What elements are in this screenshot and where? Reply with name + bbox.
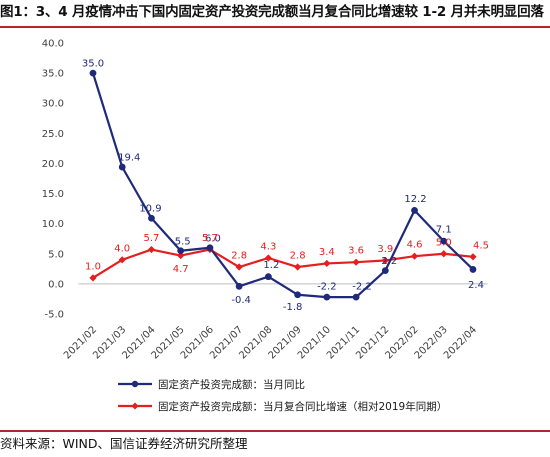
line-chart: -5.00.05.010.015.020.025.030.035.040.020… [42,39,489,414]
data-label-compound: 4.6 [407,240,423,251]
data-point-monthly [323,293,331,301]
y-tick-label: 15.0 [42,189,64,200]
data-label-compound: 3.6 [348,246,364,257]
data-label-monthly: -0.4 [231,295,251,306]
data-label-monthly: 35.0 [82,59,104,70]
data-point-compound [469,253,477,261]
data-point-monthly [352,293,360,301]
data-label-compound: 4.7 [173,264,189,275]
data-label-compound: 5.7 [202,233,218,244]
source-note: 资料来源：WIND、国信证券经济研究所整理 [0,436,248,451]
data-point-monthly [235,282,243,290]
y-tick-label: 25.0 [42,129,64,140]
data-point-monthly [177,247,185,255]
data-label-compound: 5.7 [144,233,160,244]
source-rule [0,430,550,432]
data-label-monthly: 12.2 [404,194,426,205]
data-point-compound [440,250,448,258]
series-lines [91,72,474,299]
data-label-compound: 1.0 [85,261,101,272]
data-labels: 35.0 19.4 10.9 5.5 6.0 -0.4 1.2 -1.8 -2.2 -2.2 2.2… [82,59,489,314]
legend-marker-monthly [131,380,139,388]
y-tick-label: 10.0 [42,219,64,230]
figure-title: 图1：3、4 月疫情冲击下国内固定资产投资完成额当月复合同比增速较 1-2 月并… [0,4,544,20]
data-point-monthly [206,244,214,252]
legend-label-compound: 固定资产投资完成额：当月复合同比增速（相对2019年同期） [158,400,447,413]
data-point-monthly [440,237,448,245]
legend-label-monthly: 固定资产投资完成额：当月同比 [158,378,305,391]
data-label-monthly: -2.2 [317,282,337,293]
data-label-monthly: -2.2 [352,282,372,293]
data-label-monthly: 5.5 [175,236,191,247]
data-label-monthly: 1.2 [263,260,279,271]
data-label-compound: 4.5 [473,240,489,251]
data-label-compound: 3.9 [377,244,393,255]
data-label-compound: 2.8 [231,251,247,262]
data-label-compound: 4.3 [260,241,276,252]
data-point-compound [235,263,243,271]
data-point-compound [381,256,389,265]
legend: 固定资产投资完成额：当月同比固定资产投资完成额：当月复合同比增速（相对2019年… [118,378,447,413]
series-line-monthly [91,72,474,299]
data-point-monthly [381,267,389,275]
series-markers [89,69,477,301]
data-point-compound [118,256,126,264]
data-point-monthly [148,214,155,222]
y-tick-label: 35.0 [42,69,64,80]
data-point-compound [264,254,272,262]
y-tick-label: 5.0 [48,249,64,260]
title-rule [0,26,550,28]
data-point-compound [294,263,302,271]
series-line-compound [92,248,474,279]
data-point-monthly [469,266,477,273]
y-tick-label: 20.0 [42,159,64,170]
y-tick-label: 0.0 [48,279,64,290]
data-point-compound [89,274,97,282]
data-label-compound: 2.8 [290,251,306,262]
data-label-monthly: 2.2 [381,256,397,267]
data-point-compound [323,259,331,268]
data-point-monthly [118,163,126,171]
data-label-monthly: -1.8 [283,302,303,313]
data-point-compound [147,245,156,254]
data-label-monthly: 10.9 [139,204,161,215]
data-label-monthly: 2.4 [468,280,484,291]
data-label-compound: 5.0 [436,237,452,248]
data-label-monthly: 19.4 [118,153,140,164]
legend-marker-compound [131,402,139,410]
y-tick-label: 30.0 [42,99,64,110]
data-label-monthly: 6.0 [205,233,221,244]
data-point-monthly [411,207,418,214]
data-point-compound [352,258,360,266]
data-label-compound: 3.4 [319,247,335,258]
data-label-compound: 4.0 [114,243,130,254]
data-point-compound [410,252,419,260]
data-point-monthly [89,69,97,77]
data-label-monthly: 7.1 [436,225,452,236]
y-tick-label: 40.0 [42,39,64,50]
y-tick-label: -5.0 [44,310,64,321]
data-point-monthly [294,291,302,299]
data-point-monthly [264,273,272,281]
